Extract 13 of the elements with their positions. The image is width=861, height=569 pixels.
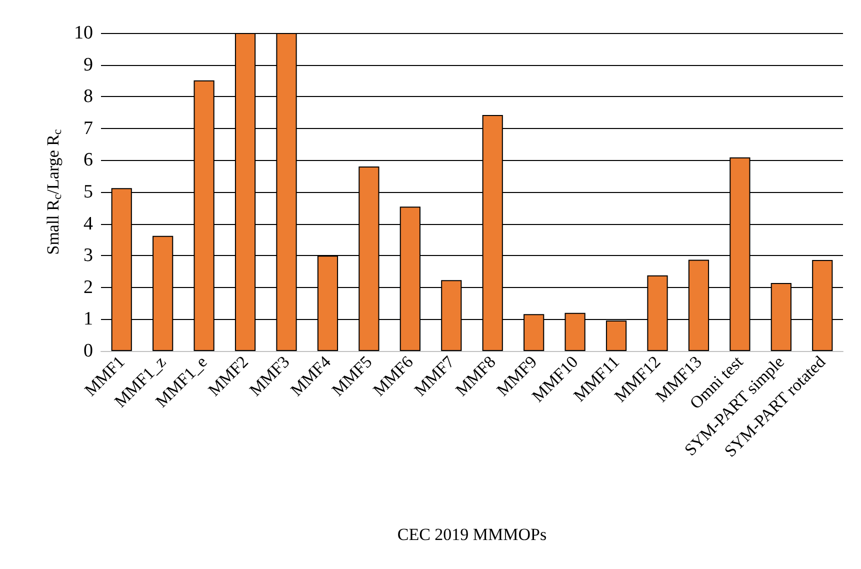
y-tick-label: 4 <box>84 213 94 234</box>
y-tick-label: 1 <box>84 308 93 330</box>
y-tick-label: 7 <box>84 118 93 139</box>
y-tick-label: 0 <box>84 340 93 362</box>
y-tick-label: 2 <box>84 276 93 298</box>
y-tick-label: 3 <box>84 245 93 266</box>
y-tick-label: 9 <box>84 54 93 76</box>
y-tick-label: 8 <box>84 86 93 108</box>
x-axis-title: CEC 2019 MMMOPs <box>397 525 547 544</box>
y-tick-label: 5 <box>84 182 93 202</box>
y-tick-label: 6 <box>84 150 93 171</box>
y-axis-title: Small Rc/Large Rc <box>44 129 64 255</box>
y-tick-label: 10 <box>74 22 93 44</box>
